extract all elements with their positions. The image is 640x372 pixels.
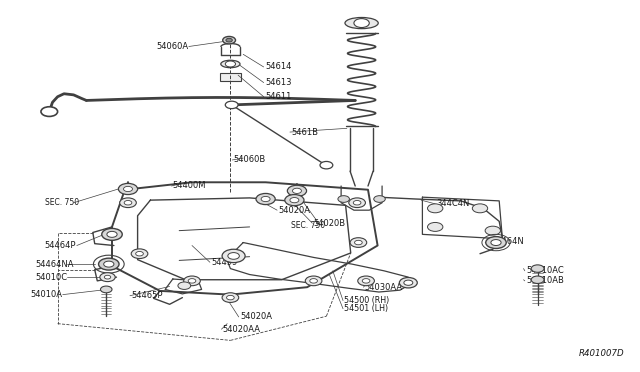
Circle shape xyxy=(104,261,114,267)
Circle shape xyxy=(227,295,234,300)
Circle shape xyxy=(305,276,322,286)
Circle shape xyxy=(350,238,367,247)
Circle shape xyxy=(354,19,369,28)
Text: 54501 (LH): 54501 (LH) xyxy=(344,304,388,313)
Circle shape xyxy=(486,237,506,248)
Circle shape xyxy=(338,196,349,202)
Circle shape xyxy=(320,161,333,169)
Text: 54464P: 54464P xyxy=(45,241,76,250)
Circle shape xyxy=(100,286,112,293)
Circle shape xyxy=(225,61,236,67)
Text: 54613: 54613 xyxy=(266,78,292,87)
Text: 54020AA: 54020AA xyxy=(223,325,260,334)
Circle shape xyxy=(124,201,132,205)
Text: 54499: 54499 xyxy=(211,258,237,267)
Circle shape xyxy=(107,231,117,237)
Text: 54464NA: 54464NA xyxy=(35,260,74,269)
Circle shape xyxy=(285,195,304,206)
Circle shape xyxy=(100,273,115,282)
Circle shape xyxy=(292,188,301,193)
Circle shape xyxy=(118,183,138,195)
Circle shape xyxy=(225,101,238,109)
Text: 54614: 54614 xyxy=(266,62,292,71)
Text: 54010AC: 54010AC xyxy=(526,266,564,275)
Circle shape xyxy=(362,279,370,283)
Circle shape xyxy=(290,198,299,203)
Circle shape xyxy=(222,293,239,302)
Circle shape xyxy=(531,265,544,272)
Circle shape xyxy=(256,193,275,205)
Text: 54030AA: 54030AA xyxy=(365,283,403,292)
Circle shape xyxy=(428,204,443,213)
Circle shape xyxy=(404,280,413,285)
Circle shape xyxy=(310,279,317,283)
Circle shape xyxy=(226,38,232,42)
Circle shape xyxy=(287,185,307,196)
Text: 54020A: 54020A xyxy=(240,312,272,321)
Text: 54465P: 54465P xyxy=(131,291,163,300)
Text: 344C4N: 344C4N xyxy=(436,199,470,208)
Text: 54010A: 54010A xyxy=(31,290,63,299)
Text: 5461B: 5461B xyxy=(291,128,318,137)
Text: SEC. 750: SEC. 750 xyxy=(291,221,325,230)
Circle shape xyxy=(184,276,200,286)
Circle shape xyxy=(261,196,270,202)
Circle shape xyxy=(358,276,374,286)
Text: 54010C: 54010C xyxy=(35,273,67,282)
Text: 54020B: 54020B xyxy=(314,219,346,228)
Circle shape xyxy=(188,279,196,283)
Circle shape xyxy=(428,222,443,231)
Circle shape xyxy=(131,249,148,259)
Circle shape xyxy=(136,251,143,256)
Circle shape xyxy=(349,198,365,208)
Text: 54464N: 54464N xyxy=(492,237,524,246)
Circle shape xyxy=(228,253,239,259)
Text: 54400M: 54400M xyxy=(173,182,206,190)
Circle shape xyxy=(223,36,236,44)
Text: 54010AB: 54010AB xyxy=(526,276,564,285)
Circle shape xyxy=(178,282,191,289)
Text: 54060B: 54060B xyxy=(234,155,266,164)
Circle shape xyxy=(353,201,361,205)
Circle shape xyxy=(472,204,488,213)
Text: 54500 (RH): 54500 (RH) xyxy=(344,296,390,305)
Circle shape xyxy=(355,240,362,245)
Circle shape xyxy=(374,196,385,202)
Ellipse shape xyxy=(221,60,240,68)
Circle shape xyxy=(99,258,119,270)
Text: R401007D: R401007D xyxy=(579,349,624,358)
Circle shape xyxy=(102,228,122,240)
Text: 54020A: 54020A xyxy=(278,206,310,215)
Circle shape xyxy=(222,249,245,263)
Circle shape xyxy=(41,107,58,116)
Circle shape xyxy=(485,226,500,235)
Text: SEC. 750: SEC. 750 xyxy=(45,198,79,207)
Circle shape xyxy=(399,278,417,288)
Text: 54060A: 54060A xyxy=(157,42,189,51)
Circle shape xyxy=(120,198,136,208)
Circle shape xyxy=(491,240,501,246)
Circle shape xyxy=(104,275,111,279)
Circle shape xyxy=(531,276,544,283)
FancyBboxPatch shape xyxy=(220,73,241,81)
Text: 54611: 54611 xyxy=(266,92,292,101)
Circle shape xyxy=(124,186,132,192)
Ellipse shape xyxy=(345,17,378,29)
